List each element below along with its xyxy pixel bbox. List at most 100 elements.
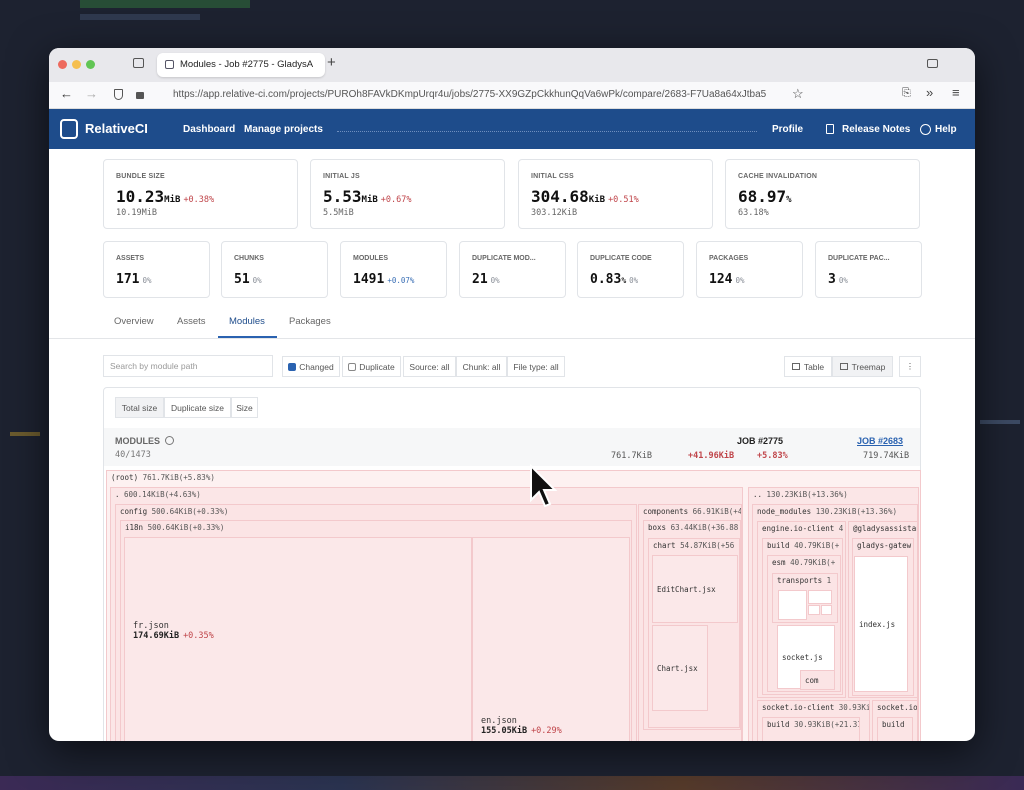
treemap-label: build [882,720,905,729]
node-size: 40.79KiB(+ [790,558,836,567]
treemap-node[interactable]: index.js [854,556,908,692]
size-toggle[interactable]: Duplicate size [164,397,231,418]
metric-delta: 0% [252,276,262,285]
info-icon [165,436,174,445]
node-name: chart [653,541,676,550]
filter-checkbox[interactable]: Changed [282,356,340,377]
metric-card[interactable]: DUPLICATE MOD... 21 0% [459,241,566,298]
checkbox-box [288,362,297,371]
view-label: Treemap [851,361,886,372]
metric-label: INITIAL JS [323,173,360,180]
section-tab[interactable]: Assets [177,316,206,327]
treemap-leaf [808,605,820,615]
bookmark-star[interactable]: ☆ [792,86,804,101]
metric-value-row: 5.53MiB +0.67% [323,187,412,207]
node-size: 40.79KiB(+ [794,541,840,550]
filter-select[interactable]: File type: all [507,356,565,377]
size-toggle[interactable]: Total size [115,397,164,418]
treemap-node[interactable]: Chart.jsx [652,625,708,711]
node-name: components [643,507,689,516]
filter-checkbox[interactable]: Duplicate [342,356,401,377]
sidebar-icon[interactable] [133,58,144,68]
metric-card[interactable]: DUPLICATE PAC... 3 0% [815,241,922,298]
metric-value: 5.53 [323,187,362,206]
node-name: i18n [125,523,144,532]
new-tab-button[interactable]: + [327,54,336,71]
treemap-label: config 500.64KiB(+0.33%) [120,507,228,516]
treemap-node[interactable]: com [800,670,835,690]
nav-link[interactable]: Manage projects [244,124,323,135]
section-tab[interactable]: Overview [114,316,154,327]
metric-card[interactable]: MODULES 1491 +0.07% [340,241,447,298]
window-control[interactable] [72,60,81,69]
more-button[interactable]: ⋮ [899,356,921,377]
metric-card[interactable]: CHUNKS 51 0% [221,241,328,298]
search-input[interactable]: Search by module path [103,355,273,377]
node-size: 4 [838,524,844,533]
modules-header [104,428,920,466]
section-tab[interactable]: Modules [229,316,265,327]
section-tab[interactable]: Packages [289,316,331,327]
nav-link[interactable]: Dashboard [183,124,236,135]
extensions-icon[interactable]: ⎘ [902,87,911,99]
more-tools[interactable]: » [926,85,934,100]
nav-link[interactable]: Profile [772,124,804,135]
window-control[interactable] [58,60,67,69]
metric-card[interactable]: PACKAGES 124 0% [696,241,803,298]
metric-delta: +0.07% [387,276,415,285]
tabs-overview-icon[interactable] [927,59,938,68]
treemap-node[interactable]: EditChart.jsx [652,555,738,623]
tab-icon [165,60,174,69]
metric-card[interactable]: BUNDLE SIZE 10.23MiB +0.38% 10.19MiB [103,159,298,229]
metric-delta: +0.67% [380,195,412,205]
treemap-node[interactable]: en.json 155.05KiB +0.29% [472,537,630,741]
code-line [10,432,40,436]
metric-value-row: 10.23MiB +0.38% [116,187,214,207]
node-name: index.js [859,620,896,629]
browser-tab[interactable]: Modules - Job #2775 - GladysA [157,53,325,77]
treemap-label: chart 54.87KiB(+56 [653,541,734,550]
back-button[interactable]: ← [60,86,73,101]
window-control[interactable] [86,60,95,69]
treemap-label: esm 40.79KiB(+ [772,558,835,567]
node-name: en.json [481,716,517,726]
toolbar [49,82,975,109]
filter-select[interactable]: Chunk: all [456,356,507,377]
metric-card[interactable]: ASSETS 171 0% [103,241,210,298]
treemap-node[interactable]: fr.json 174.69KiB +0.35% [124,537,472,741]
nav-link[interactable]: Release Notes [842,124,911,135]
brand-logo[interactable] [60,119,78,139]
nav-link[interactable]: Help [935,124,957,135]
metric-baseline: 10.19MiB [116,208,157,218]
treemap-label: com [805,676,819,685]
treemap-leaf [821,605,832,615]
treemap-label: .. 130.23KiB(+13.36%) [753,490,848,499]
url-text[interactable]: https://app.relative-ci.com/projects/PUR… [173,89,767,100]
node-name: com [805,676,819,685]
metric-label: BUNDLE SIZE [116,173,165,180]
baseline-job-link[interactable]: JOB #2683 [857,436,904,446]
metric-card[interactable]: INITIAL CSS 304.68KiB +0.51% 303.12KiB [518,159,713,229]
code-line [980,420,1020,424]
treemap-label: fr.json 174.69KiB +0.35% [133,621,214,641]
treemap-node[interactable]: build 30.93KiB(+21.31% [762,717,860,741]
size-toggle[interactable]: Size [231,397,258,418]
metric-card[interactable]: INITIAL JS 5.53MiB +0.67% 5.5MiB [310,159,505,229]
metric-delta: 0% [838,276,848,285]
metric-card[interactable]: DUPLICATE CODE 0.83% 0% [577,241,684,298]
node-size: 174.69KiB [133,631,180,641]
filter-select[interactable]: Source: all [403,356,456,377]
node-name: socket.io [877,703,918,712]
modules-title: MODULES [115,436,160,446]
view-toggle[interactable]: Treemap [832,356,893,377]
metric-unit: % [621,276,627,285]
help-icon [920,124,931,135]
menu-icon[interactable]: ≡ [952,85,960,100]
treemap-label: build 30.93KiB(+21.31% [767,720,859,729]
view-toggle[interactable]: Table [784,356,832,377]
treemap-node[interactable]: build [877,717,913,741]
brand-name[interactable]: RelativeCI [85,121,148,136]
metric-card[interactable]: CACHE INVALIDATION 68.97% 63.18% [725,159,920,229]
forward-button[interactable]: → [85,86,98,101]
